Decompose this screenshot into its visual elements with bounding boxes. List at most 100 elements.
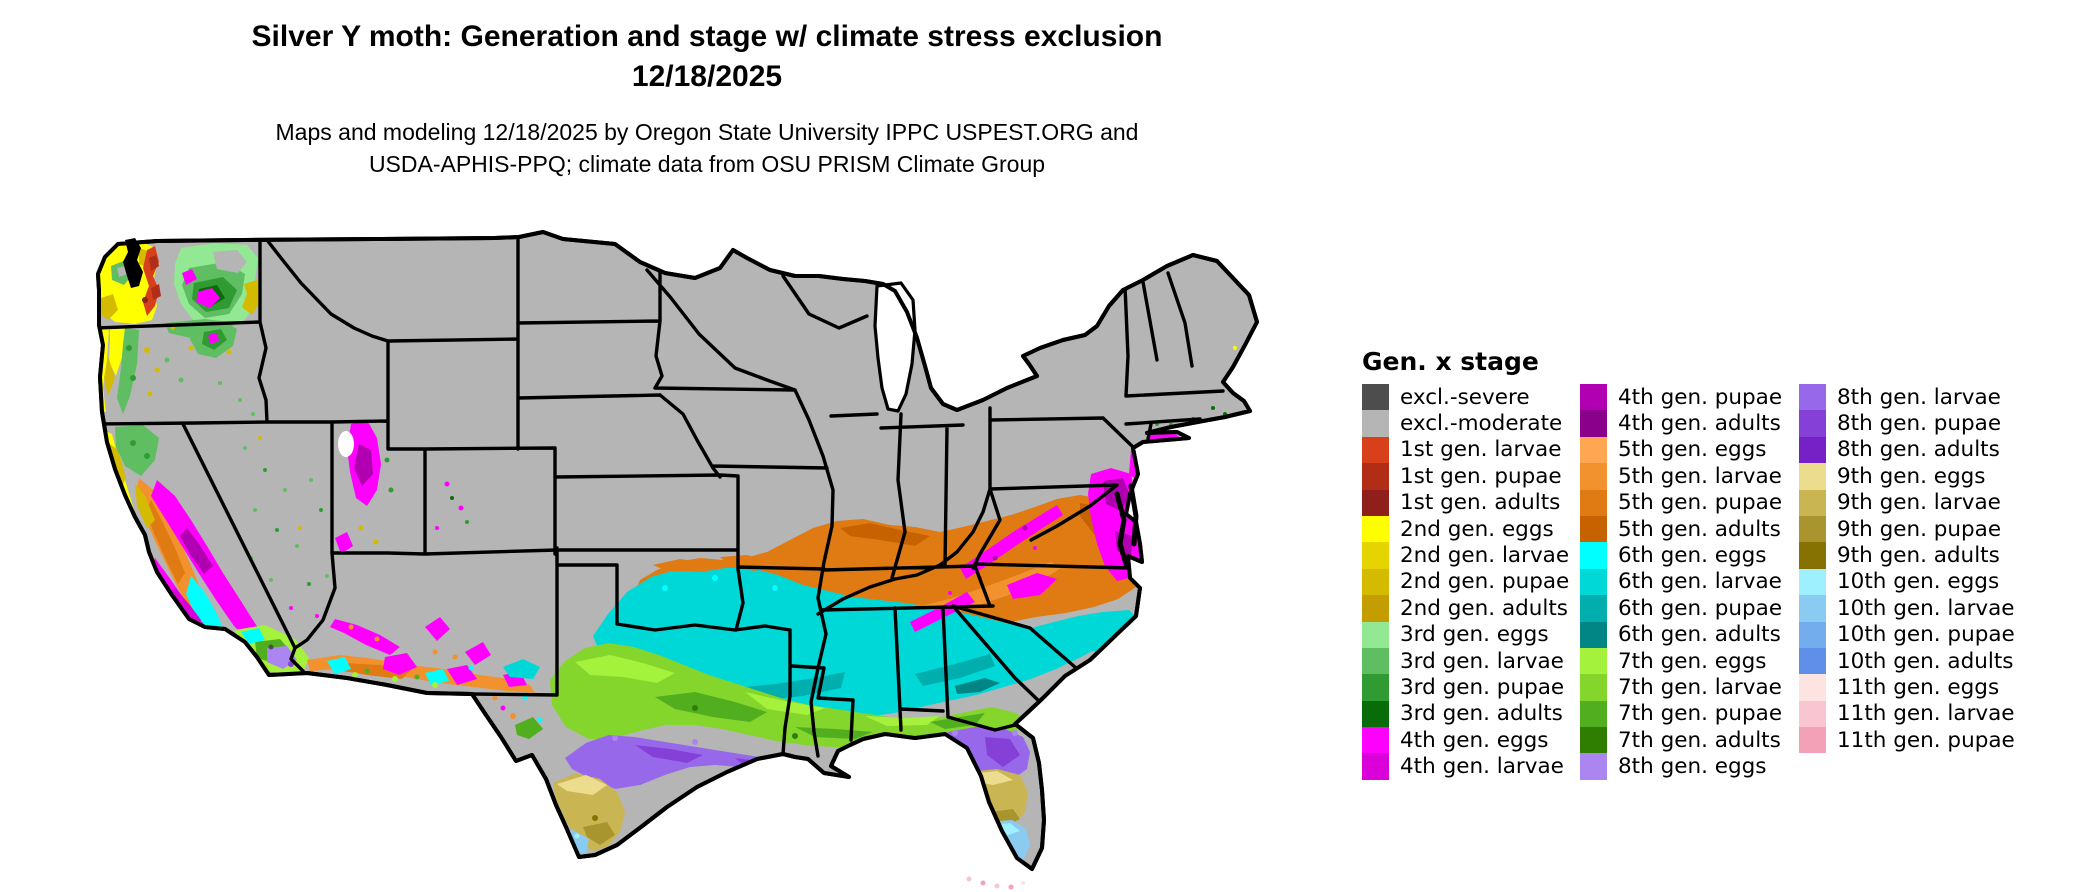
legend-swatch	[1580, 489, 1607, 516]
map-speck	[612, 735, 618, 741]
map-blob	[109, 327, 125, 376]
legend-swatch	[1580, 568, 1607, 596]
legend-swatch	[1580, 647, 1607, 675]
legend-item: 11th gen. larvae	[1799, 700, 2015, 728]
legend-item: 11th gen. eggs	[1799, 674, 2015, 701]
map-speck	[712, 575, 718, 581]
map-speck	[253, 508, 257, 512]
legend-item-label: 3rd gen. adults	[1400, 701, 1563, 727]
legend-item: excl.-severe	[1362, 384, 1569, 411]
map-speck	[492, 695, 498, 701]
legend-item: 10th gen. pupae	[1799, 621, 2015, 648]
legend-item-label: 8th gen. adults	[1837, 437, 2000, 463]
map-speck	[295, 544, 299, 548]
legend-swatch	[1580, 542, 1607, 569]
map-region-west-texas	[492, 659, 543, 739]
map-speck	[275, 528, 279, 532]
map-blob	[149, 255, 159, 271]
map-speck	[130, 375, 136, 381]
legend-swatch	[1362, 595, 1389, 622]
legend-item-label: 11th gen. pupae	[1837, 727, 2015, 753]
map-blob	[117, 266, 127, 277]
map-speck	[452, 654, 458, 660]
legend-item: 10th gen. eggs	[1799, 568, 2015, 596]
legend-swatch	[1799, 647, 1826, 675]
legend-panel: Gen. x stage excl.-severe excl.-moderate…	[1362, 347, 2100, 780]
chesapeake-bay	[1114, 491, 1129, 567]
map-speck	[458, 505, 464, 511]
map-speck	[992, 555, 998, 561]
legend-item: 5th gen. eggs	[1580, 436, 1782, 464]
map-speck	[178, 377, 184, 383]
legend-item-label: 5th gen. adults	[1618, 516, 1781, 542]
legend-item: 7th gen. eggs	[1580, 647, 1782, 675]
map-blob	[354, 444, 373, 486]
map-speck	[1008, 884, 1014, 890]
map-speck	[435, 526, 439, 530]
legend-item: 3rd gen. adults	[1362, 700, 1569, 728]
map-speck	[500, 705, 506, 711]
map-speck	[948, 591, 952, 595]
legend-item-label: 8th gen. eggs	[1618, 754, 1767, 780]
legend-swatch	[1799, 410, 1826, 437]
map-speck	[263, 468, 267, 472]
legend-item-label: 9th gen. pupae	[1837, 516, 2002, 542]
map-speck	[325, 574, 329, 578]
legend-swatch	[1580, 595, 1607, 622]
map-blob	[150, 558, 260, 678]
map-speck	[364, 668, 370, 674]
map-speck	[574, 833, 580, 839]
map-speck	[1211, 406, 1215, 410]
legend-swatch	[1799, 489, 1826, 516]
legend-item-label: 1st gen. pupae	[1400, 463, 1562, 489]
map-blob	[1007, 573, 1057, 599]
legend-item: 1st gen. larvae	[1362, 436, 1569, 464]
map-speck	[465, 520, 469, 524]
legend-swatch	[1362, 674, 1389, 701]
legend-item: 1st gen. adults	[1362, 489, 1569, 516]
map-blob	[383, 653, 417, 675]
legend-item-label: 7th gen. adults	[1618, 727, 1781, 753]
map-speck	[952, 730, 958, 736]
map-speck	[537, 717, 543, 723]
map-blob	[557, 775, 607, 795]
map-blob	[117, 328, 139, 414]
map-region-utah-colorado	[335, 420, 469, 554]
map-speck	[692, 739, 698, 745]
map-blob	[955, 678, 1000, 694]
map-blob	[208, 333, 219, 344]
legend-item-label: excl.-moderate	[1400, 411, 1563, 437]
legend-swatch	[1799, 674, 1826, 701]
legend-swatch	[1580, 700, 1607, 728]
legend-item-label: 8th gen. larvae	[1837, 384, 2001, 410]
map-blob	[503, 659, 540, 679]
map-blob	[960, 505, 1063, 579]
legend-item-label: 7th gen. larvae	[1618, 674, 1782, 700]
map-blob	[115, 425, 159, 476]
legend-swatch	[1580, 436, 1607, 464]
map-blob	[186, 576, 223, 634]
legend-item-label: 3rd gen. pupae	[1400, 674, 1565, 700]
legend-item: 6th gen. adults	[1580, 621, 1782, 648]
map-speck	[130, 440, 136, 446]
map-blob	[425, 617, 450, 641]
map-speck	[522, 695, 528, 701]
map-title-line1: Silver Y moth: Generation and stage w/ c…	[251, 20, 1163, 53]
legend-item-label: 5th gen. pupae	[1618, 490, 1783, 516]
map-speck	[374, 636, 380, 642]
map-blob	[335, 532, 353, 554]
map-title-date: 12/18/2025	[631, 60, 783, 93]
legend-item-label: 3rd gen. eggs	[1400, 622, 1549, 648]
legend-swatch	[1799, 568, 1826, 596]
legend-item-label: 6th gen. eggs	[1618, 543, 1767, 569]
legend-swatch	[1362, 621, 1389, 648]
map-blob	[515, 717, 543, 739]
map-speck	[358, 525, 364, 531]
map-blob	[110, 444, 126, 490]
legend-swatch	[1799, 727, 1826, 754]
map-speck	[164, 357, 170, 363]
map-speck	[307, 582, 311, 586]
legend-swatch	[1362, 436, 1389, 464]
delaware-bay	[1128, 483, 1139, 547]
